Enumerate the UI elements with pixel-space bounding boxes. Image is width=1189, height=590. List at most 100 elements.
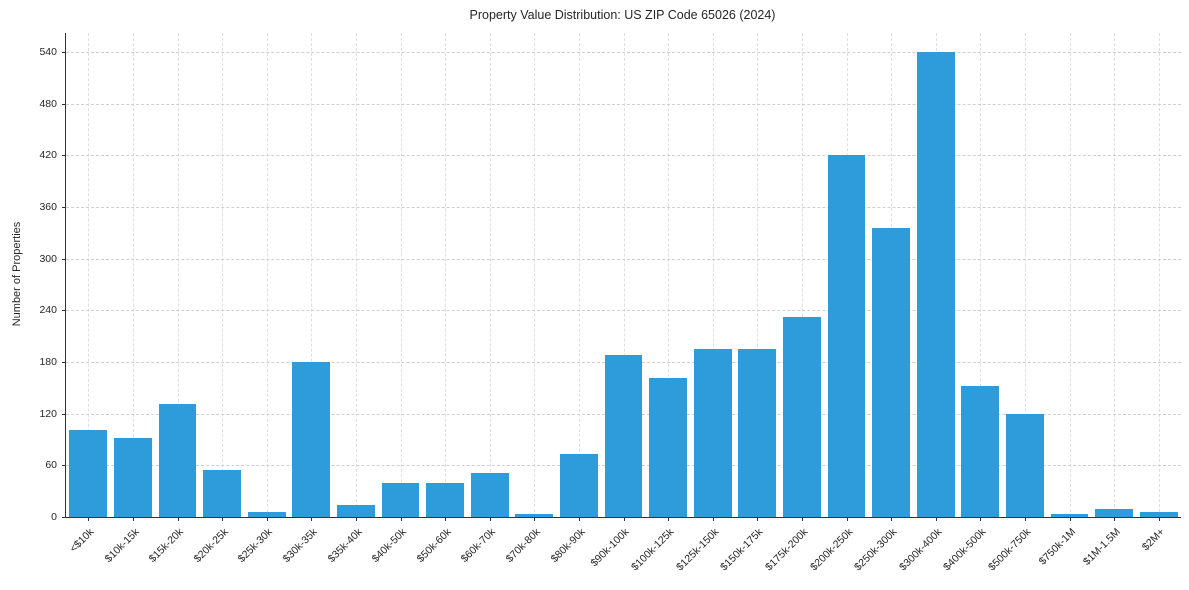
bar xyxy=(1095,509,1134,517)
bar xyxy=(470,473,509,517)
y-axis-label: Number of Properties xyxy=(11,221,23,327)
x-tick-mark xyxy=(534,517,536,521)
y-tick-label: 300 xyxy=(39,252,57,265)
x-tick-label: $70k-80k xyxy=(503,526,543,566)
x-tick-mark xyxy=(846,517,848,521)
gridline-vertical xyxy=(578,33,580,517)
y-tick-label: 480 xyxy=(39,97,57,110)
x-tick-label: $2M+ xyxy=(1139,526,1168,554)
x-tick-mark xyxy=(980,517,982,521)
bar xyxy=(515,513,554,517)
x-tick-mark xyxy=(355,517,357,521)
gridline-vertical xyxy=(489,33,491,517)
x-tick-mark xyxy=(88,517,90,521)
bar xyxy=(426,482,465,517)
bar xyxy=(559,454,598,517)
gridline-vertical xyxy=(1114,33,1116,517)
x-tick-mark xyxy=(757,517,759,521)
x-tick-label: $100k-125k xyxy=(629,526,677,574)
bar xyxy=(738,349,777,517)
x-tick-label: $500k-750k xyxy=(986,526,1034,574)
gridline-horizontal xyxy=(66,258,1181,260)
x-tick-mark xyxy=(311,517,313,521)
gridline-vertical xyxy=(534,33,536,517)
bar xyxy=(916,51,955,517)
x-tick-mark xyxy=(400,517,402,521)
x-tick-label: $400k-500k xyxy=(941,526,989,574)
gridline-horizontal xyxy=(66,310,1181,312)
x-tick-label: $175k-200k xyxy=(763,526,811,574)
bar xyxy=(336,504,375,517)
y-tick-label: 360 xyxy=(39,200,57,213)
y-tick-label: 120 xyxy=(39,407,57,420)
x-tick-mark xyxy=(623,517,625,521)
y-tick-label: 240 xyxy=(39,304,57,317)
bar xyxy=(649,378,688,517)
bar xyxy=(782,317,821,517)
x-tick-label: $300k-400k xyxy=(896,526,945,574)
gridline-vertical xyxy=(222,33,224,517)
bar xyxy=(203,469,242,517)
x-tick-mark xyxy=(177,517,179,521)
y-tick-label: 60 xyxy=(45,459,57,472)
bar xyxy=(381,482,420,517)
y-tick-mark xyxy=(62,51,66,53)
gridline-horizontal xyxy=(66,155,1181,157)
x-tick-mark xyxy=(132,517,134,521)
x-tick-label: $90k-100k xyxy=(588,526,632,570)
x-tick-mark xyxy=(1158,517,1160,521)
x-tick-label: $750k-1M xyxy=(1036,526,1078,568)
y-tick-mark xyxy=(62,206,66,208)
bar xyxy=(113,437,152,517)
x-tick-label: $10k-15k xyxy=(102,526,142,566)
y-tick-mark xyxy=(62,517,66,518)
bar xyxy=(69,430,108,517)
y-tick-label: 180 xyxy=(39,355,57,368)
bar xyxy=(247,511,286,517)
chart-title: Property Value Distribution: US ZIP Code… xyxy=(469,8,776,22)
x-tick-label: $80k-90k xyxy=(548,526,588,566)
gridline-vertical xyxy=(1158,33,1160,517)
x-tick-mark xyxy=(935,517,937,521)
bar xyxy=(292,361,331,517)
bar xyxy=(604,355,643,517)
x-tick-label: $150k-175k xyxy=(718,526,766,574)
x-tick-label: <$10k xyxy=(67,526,97,555)
x-tick-label: $250k-300k xyxy=(852,526,900,574)
bar xyxy=(1050,513,1089,517)
x-tick-mark xyxy=(578,517,580,521)
gridline-vertical xyxy=(355,33,357,517)
plot-area: 0 60 120 180 240 300 360 420 480 540 <$10k $10k-15k… xyxy=(39,33,1181,573)
x-tick-mark xyxy=(712,517,714,521)
x-tick-mark xyxy=(489,517,491,521)
y-tick-mark xyxy=(62,361,66,363)
x-tick-label: $60k-70k xyxy=(459,526,499,566)
bar xyxy=(1005,413,1044,517)
x-tick-label: $25k-30k xyxy=(236,526,276,566)
gridline-vertical xyxy=(400,33,402,517)
bar xyxy=(827,155,866,517)
x-tick-mark xyxy=(891,517,893,521)
y-tick-mark xyxy=(62,310,66,312)
x-tick-mark xyxy=(266,517,268,521)
x-tick-mark xyxy=(1114,517,1116,521)
x-tick-mark xyxy=(801,517,803,521)
x-tick-mark xyxy=(1024,517,1026,521)
gridline-vertical xyxy=(1069,33,1071,517)
gridline-horizontal xyxy=(66,51,1181,53)
x-tick-label: $40k-50k xyxy=(369,526,409,566)
gridline-vertical xyxy=(445,33,447,517)
y-tick-label: 540 xyxy=(39,45,57,58)
x-tick-label: $20k-25k xyxy=(191,526,231,566)
x-tick-label: $50k-60k xyxy=(414,526,454,566)
x-tick-label: $125k-150k xyxy=(673,526,722,574)
x-tick-label: $30k-35k xyxy=(280,526,320,566)
bar xyxy=(693,349,732,517)
y-tick-mark xyxy=(62,413,66,415)
y-tick-mark xyxy=(62,465,66,467)
x-tick-mark xyxy=(222,517,224,521)
x-tick-label: $15k-20k xyxy=(146,526,186,566)
gridline-horizontal xyxy=(66,103,1181,105)
y-tick-label: 420 xyxy=(39,149,57,162)
